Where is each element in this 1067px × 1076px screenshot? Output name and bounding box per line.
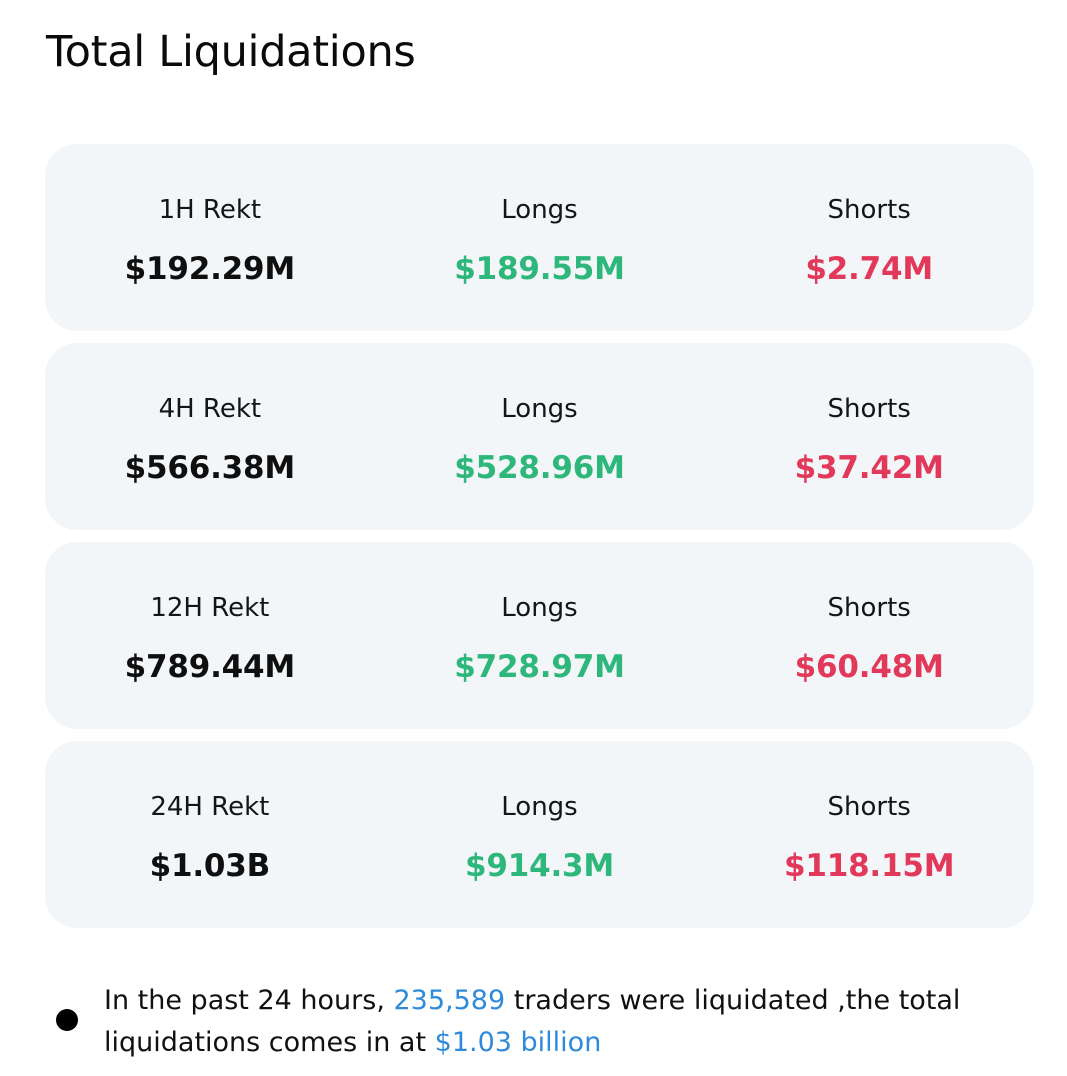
longs-column: Longs $728.97M [375, 542, 705, 729]
total-value: $1.03B [149, 848, 271, 884]
shorts-column: Shorts $37.42M [704, 343, 1034, 530]
shorts-column: Shorts $60.48M [704, 542, 1034, 729]
total-column: 12H Rekt $789.44M [45, 542, 375, 729]
total-value: $566.38M [124, 450, 296, 486]
bullet-dot-icon [56, 1009, 78, 1031]
liquidation-card-1h: 1H Rekt $192.29M Longs $189.55M Shorts $… [45, 144, 1034, 331]
longs-value: $189.55M [454, 251, 625, 287]
total-amount: $1.03 billion [434, 1027, 602, 1058]
summary-text: In the past 24 hours, 235,589 traders we… [104, 980, 1014, 1064]
shorts-label: Shorts [827, 792, 911, 822]
period-label: 4H Rekt [158, 394, 262, 424]
summary-middle: traders were liquidated ,the total liqui… [104, 985, 961, 1058]
period-label: 12H Rekt [150, 593, 270, 623]
traders-count: 235,589 [393, 985, 506, 1016]
liquidation-cards: 1H Rekt $192.29M Longs $189.55M Shorts $… [45, 144, 1034, 940]
shorts-value: $37.42M [794, 450, 944, 486]
shorts-column: Shorts $2.74M [704, 144, 1034, 331]
shorts-value: $60.48M [794, 649, 944, 685]
total-column: 1H Rekt $192.29M [45, 144, 375, 331]
total-value: $192.29M [124, 251, 296, 287]
longs-column: Longs $189.55M [375, 144, 705, 331]
total-column: 4H Rekt $566.38M [45, 343, 375, 530]
total-value: $789.44M [124, 649, 296, 685]
page-title: Total Liquidations [46, 27, 416, 77]
summary-intro: In the past 24 hours, [104, 985, 394, 1016]
longs-value: $528.96M [454, 450, 625, 486]
longs-label: Longs [501, 394, 578, 424]
liquidation-card-12h: 12H Rekt $789.44M Longs $728.97M Shorts … [45, 542, 1034, 729]
shorts-column: Shorts $118.15M [704, 741, 1034, 928]
longs-column: Longs $528.96M [375, 343, 705, 530]
period-label: 1H Rekt [158, 195, 262, 225]
longs-label: Longs [501, 195, 578, 225]
shorts-value: $118.15M [783, 848, 955, 884]
shorts-label: Shorts [827, 394, 911, 424]
shorts-label: Shorts [827, 195, 911, 225]
longs-label: Longs [501, 792, 578, 822]
shorts-value: $2.74M [805, 251, 934, 287]
total-column: 24H Rekt $1.03B [45, 741, 375, 928]
longs-label: Longs [501, 593, 578, 623]
longs-value: $728.97M [454, 649, 625, 685]
longs-value: $914.3M [464, 848, 615, 884]
longs-column: Longs $914.3M [375, 741, 705, 928]
liquidation-summary: In the past 24 hours, 235,589 traders we… [56, 980, 1016, 1064]
liquidation-card-4h: 4H Rekt $566.38M Longs $528.96M Shorts $… [45, 343, 1034, 530]
period-label: 24H Rekt [150, 792, 270, 822]
liquidation-card-24h: 24H Rekt $1.03B Longs $914.3M Shorts $11… [45, 741, 1034, 928]
shorts-label: Shorts [827, 593, 911, 623]
